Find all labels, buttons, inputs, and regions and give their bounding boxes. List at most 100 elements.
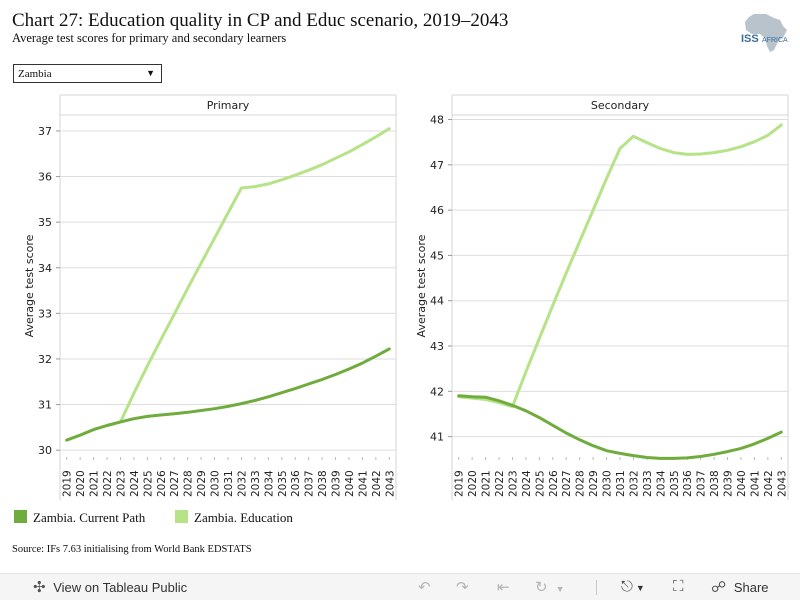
secondary-x-tick-label: 2033: [642, 470, 654, 497]
primary-y-tick-label: 37: [38, 125, 52, 138]
primary-x-tick-label: 2039: [331, 470, 343, 497]
primary-y-tick-label: 31: [38, 399, 52, 412]
secondary-x-tick-label: 2029: [588, 470, 600, 497]
secondary-y-tick-label: 45: [430, 249, 444, 262]
secondary-y-tick-label: 42: [430, 385, 444, 398]
primary-x-tick-label: 2029: [196, 470, 208, 497]
primary-x-tick-label: 2019: [62, 470, 74, 497]
fullscreen-icon: ⛶: [673, 578, 684, 595]
primary-x-tick-label: 2031: [223, 470, 235, 497]
primary-y-tick-label: 33: [38, 307, 52, 320]
secondary-x-tick-label: 2034: [655, 470, 667, 497]
source-note: Source: IFs 7.63 initialising from World…: [12, 544, 252, 555]
redo-button[interactable]: ↷: [456, 578, 469, 596]
primary-panel: Primary 30 31 32 33 34 35 36 37 Average test scor…: [23, 94, 397, 500]
secondary-x-tick-label: 2030: [602, 470, 614, 497]
undo-button[interactable]: ↶: [418, 578, 431, 596]
secondary-x-tick-label: 2027: [561, 470, 573, 497]
legend-swatch-education: [175, 510, 188, 523]
primary-x-tick-label: 2026: [156, 470, 168, 497]
primary-x-tick-label: 2022: [102, 470, 114, 497]
primary-x-tick-label: 2032: [236, 470, 248, 497]
secondary-x-tick-label: 2021: [481, 470, 493, 497]
tableau-toolbar: ✣ View on Tableau Public ↶ ↷ ⇤ ↻ ▼ ⎋ ▼ ⛶ ☍…: [0, 573, 800, 600]
secondary-y-tick-label: 47: [430, 159, 444, 172]
secondary-series-line-current-path[interactable]: [457, 394, 783, 460]
logo-text: ISS: [741, 33, 759, 45]
secondary-x-tick-label: 2035: [669, 470, 681, 497]
legend-label-current-path: Zambia. Current Path: [33, 510, 146, 525]
legend-item-current-path[interactable]: Zambia. Current Path: [14, 510, 145, 526]
fullscreen-button[interactable]: ⛶: [673, 578, 684, 596]
toolbar-divider: [596, 580, 597, 595]
legend-swatch-current-path: [14, 510, 27, 523]
primary-x-tick-label: 2023: [115, 470, 127, 497]
refresh-dropdown-icon: ▼: [555, 584, 565, 594]
primary-x-tick-label: 2034: [263, 470, 275, 497]
legend-label-education: Zambia. Education: [194, 510, 293, 525]
view-on-tableau-label: View on Tableau Public: [53, 580, 188, 595]
primary-y-tick-label: 36: [38, 171, 52, 184]
primary-y-tick-label: 32: [38, 353, 52, 366]
legend-item-education[interactable]: Zambia. Education: [175, 510, 293, 526]
primary-x-tick-label: 2027: [169, 470, 181, 497]
secondary-x-tick-label: 2023: [507, 470, 519, 497]
undo-icon: ↶: [418, 579, 431, 596]
primary-x-tick-label: 2042: [371, 470, 383, 497]
share-label: Share: [733, 580, 769, 595]
secondary-x-tick-label: 2039: [723, 470, 735, 497]
primary-x-tick-label: 2030: [210, 470, 222, 497]
refresh-button[interactable]: ↻ ▼: [535, 578, 565, 596]
primary-x-tick-label: 2021: [89, 470, 101, 497]
primary-y-axis-label: Average test score: [23, 234, 36, 337]
secondary-y-tick-label: 48: [430, 114, 444, 127]
secondary-x-tick-label: 2043: [776, 470, 788, 497]
secondary-x-tick-label: 2024: [521, 470, 533, 497]
primary-x-tick-label: 2035: [277, 470, 289, 497]
primary-x-tick-label: 2043: [384, 470, 396, 497]
primary-x-tick-label: 2040: [344, 470, 356, 497]
charts-area: Primary 30 31 32 33 34 35 36 37 Average test scor…: [23, 94, 789, 500]
chart-title: Chart 27: Education quality in CP and Ed…: [12, 10, 509, 31]
caret-down-icon: ▼: [146, 68, 155, 78]
secondary-y-tick-label: 41: [430, 431, 444, 444]
primary-x-tick-label: 2041: [357, 470, 369, 497]
revert-icon: ⇤: [497, 579, 510, 596]
view-on-tableau-button[interactable]: ✣ View on Tableau Public: [33, 578, 187, 596]
secondary-y-axis-label: Average test score: [415, 234, 428, 337]
logo-suffix: AFRICA: [762, 37, 788, 44]
revert-button[interactable]: ⇤: [497, 578, 510, 596]
primary-x-tick-label: 2025: [142, 470, 154, 497]
secondary-y-tick-label: 46: [430, 204, 444, 217]
primary-x-tick-label: 2024: [129, 470, 141, 497]
secondary-x-tick-label: 2040: [736, 470, 748, 497]
primary-x-tick-label: 2020: [75, 470, 87, 497]
secondary-x-tick-label: 2025: [534, 470, 546, 497]
primary-x-tick-label: 2033: [250, 470, 262, 497]
iss-africa-logo: ISS AFRICA: [741, 14, 788, 52]
secondary-x-tick-label: 2022: [494, 470, 506, 497]
redo-icon: ↷: [456, 579, 469, 596]
tableau-icon: ✣: [33, 579, 46, 596]
download-icon: ⎋: [621, 578, 633, 595]
share-button[interactable]: ☍ Share: [711, 578, 769, 596]
secondary-panel-title: Secondary: [591, 99, 650, 112]
chart-subtitle: Average test scores for primary and seco…: [12, 31, 287, 45]
secondary-x-tick-label: 2028: [575, 470, 587, 497]
secondary-x-tick-label: 2038: [709, 470, 721, 497]
primary-series-line-current-path[interactable]: [65, 347, 391, 442]
primary-x-tick-label: 2038: [317, 470, 329, 497]
primary-series-line-education[interactable]: [65, 127, 391, 442]
country-dropdown[interactable]: Zambia ▼: [13, 64, 162, 83]
secondary-x-tick-label: 2042: [763, 470, 775, 497]
download-button[interactable]: ⎋ ▼: [621, 578, 645, 596]
secondary-x-tick-label: 2036: [682, 470, 694, 497]
primary-x-tick-label: 2037: [304, 470, 316, 497]
secondary-y-tick-label: 44: [430, 295, 444, 308]
primary-x-tick-label: 2028: [183, 470, 195, 497]
secondary-x-tick-label: 2037: [696, 470, 708, 497]
secondary-series-line-education[interactable]: [457, 123, 783, 409]
secondary-panel: Secondary 41 42 43 44 45 46 47 48 Average test sc…: [415, 94, 789, 500]
primary-panel-title: Primary: [207, 99, 250, 112]
refresh-icon: ↻: [535, 579, 548, 596]
